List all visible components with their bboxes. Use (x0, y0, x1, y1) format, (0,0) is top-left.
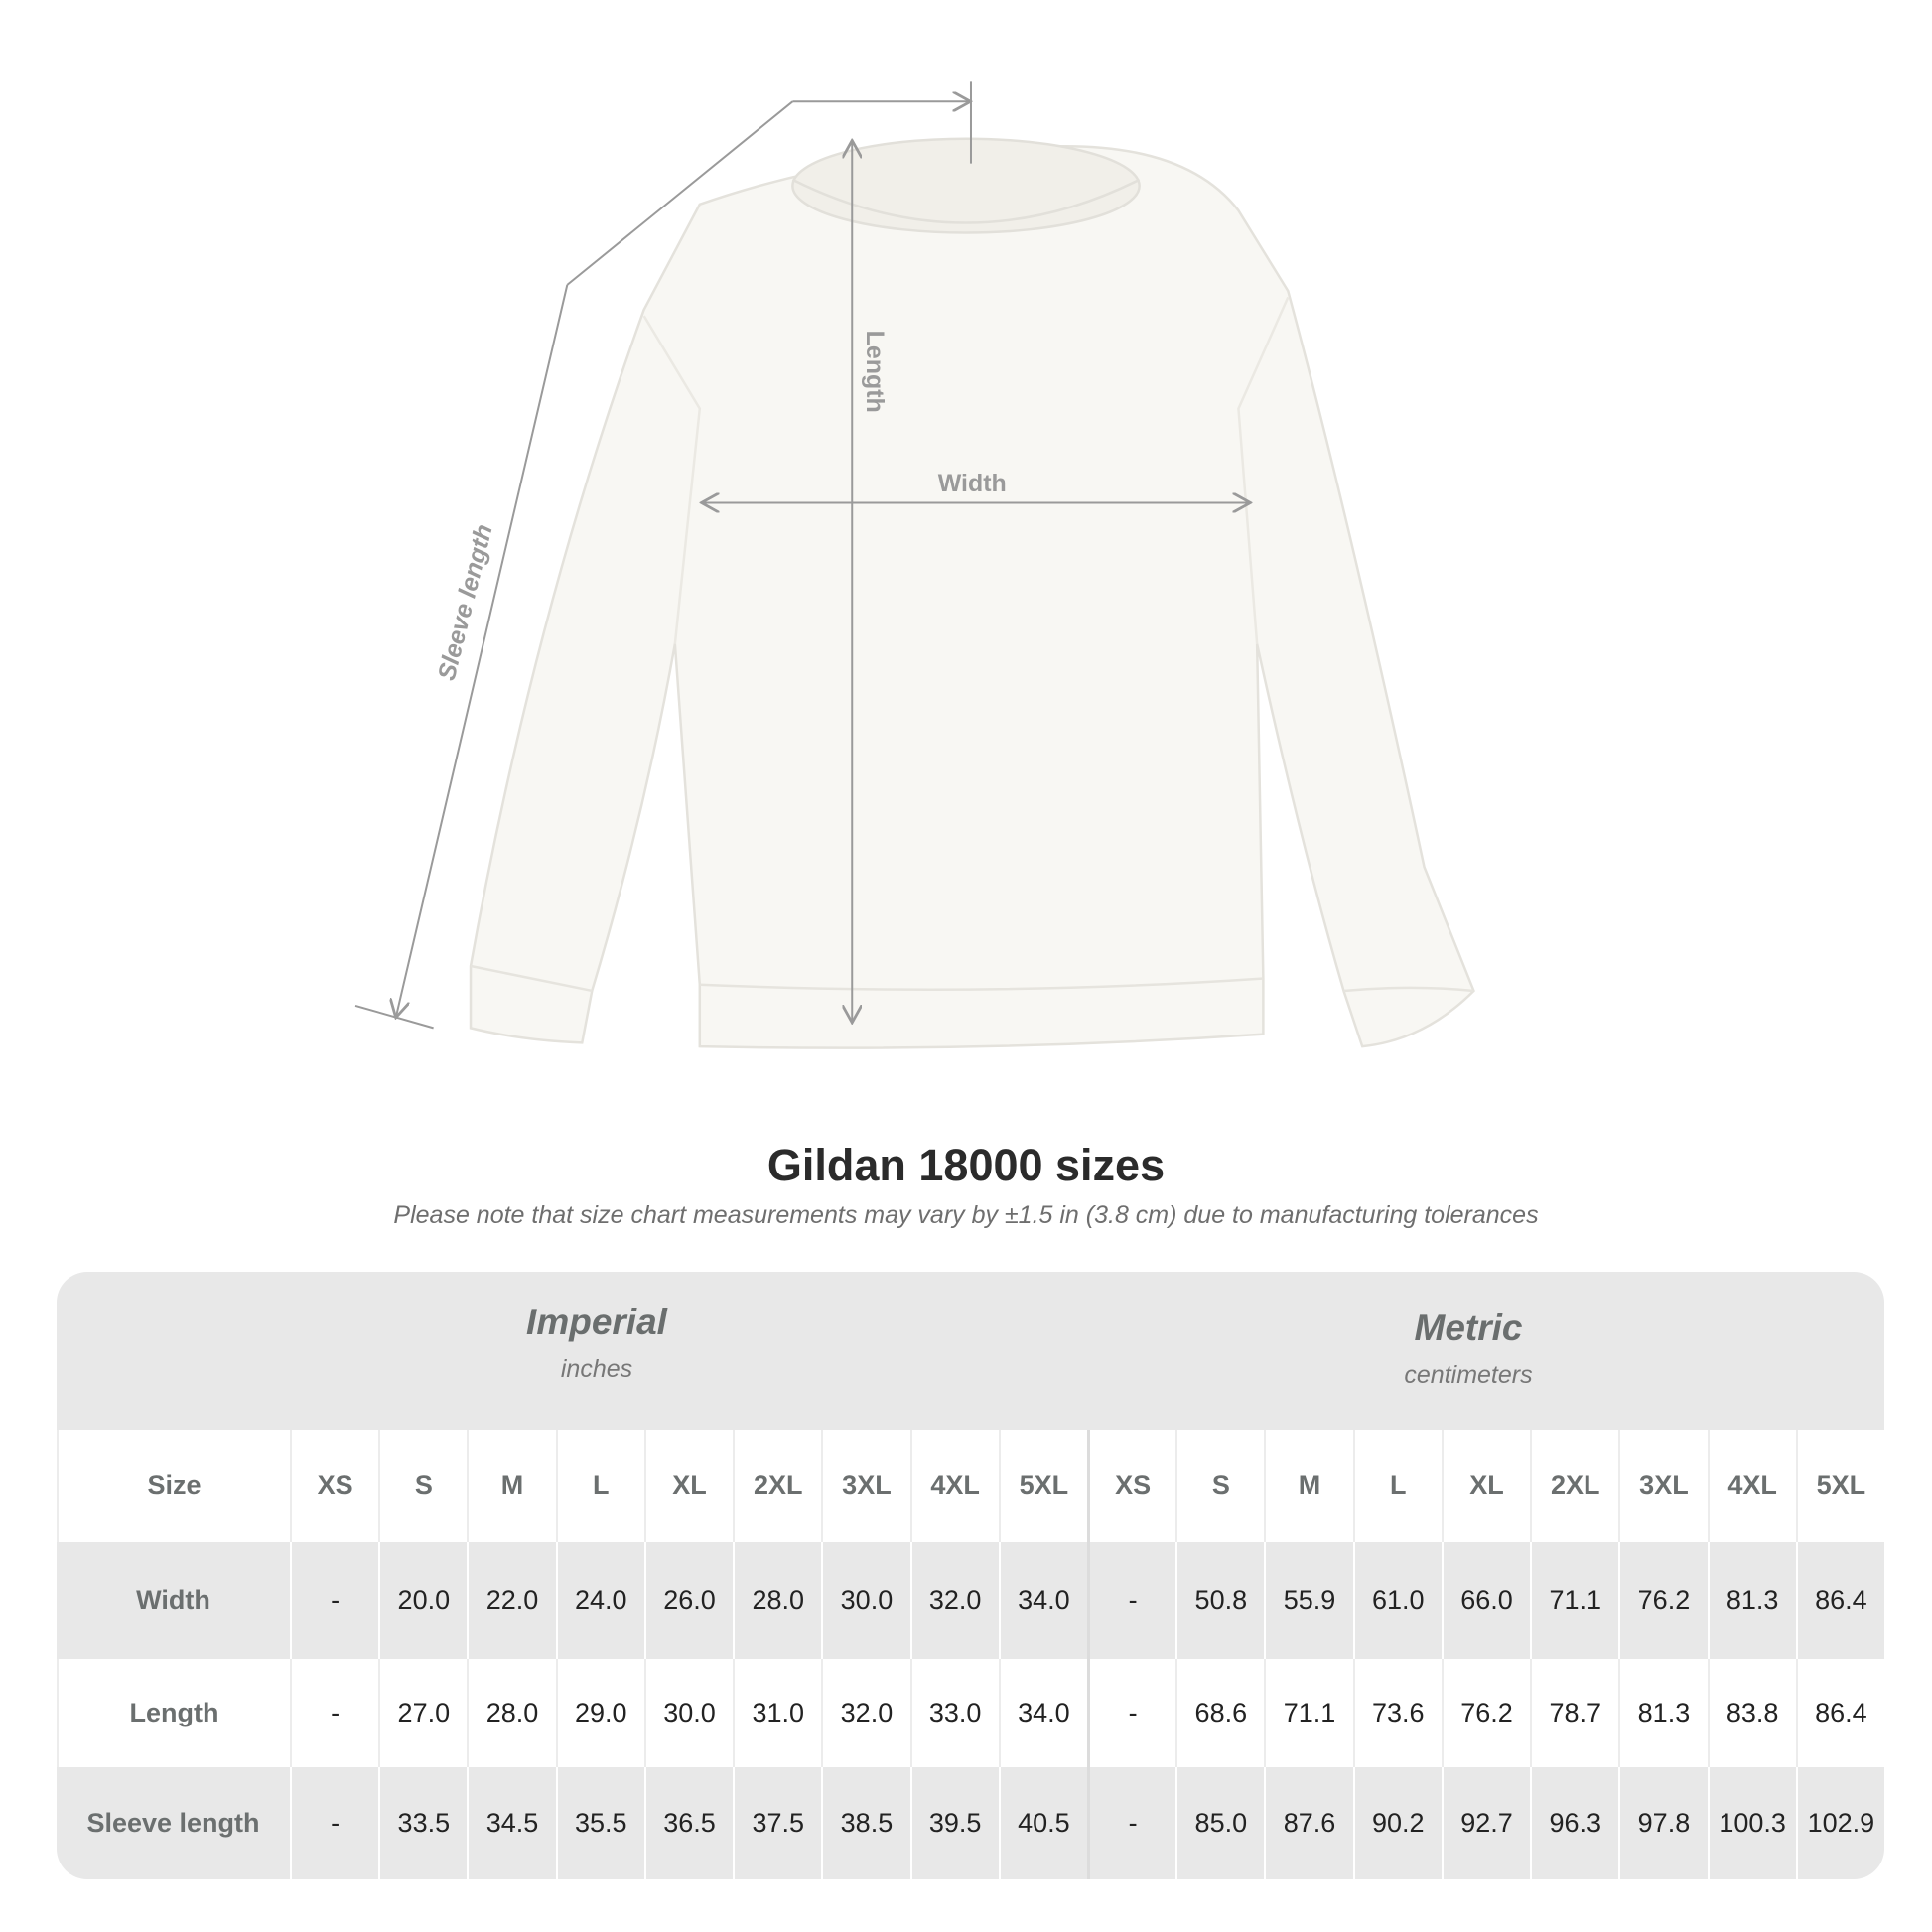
imperial-value: 37.5 (733, 1767, 821, 1879)
imperial-value: 30.0 (643, 1659, 733, 1767)
metric-value: 66.0 (1441, 1542, 1530, 1659)
metric-value: - (1086, 1542, 1175, 1659)
imperial-value: 28.0 (733, 1542, 821, 1659)
size-header: XL (643, 1430, 733, 1542)
size-header: XL (1441, 1430, 1530, 1542)
metric-value: - (1086, 1767, 1175, 1879)
metric-value: 86.4 (1795, 1659, 1884, 1767)
imperial-value: 40.5 (998, 1767, 1087, 1879)
metric-value: 68.6 (1175, 1659, 1264, 1767)
metric-value: 76.2 (1441, 1659, 1530, 1767)
metric-value: 50.8 (1175, 1542, 1264, 1659)
size-header: 3XL (821, 1430, 909, 1542)
imperial-title: Imperial (526, 1302, 667, 1342)
width-label: Width (938, 470, 1007, 497)
sleeve-arrow (396, 284, 569, 1016)
table-row: Width -20.0 22.0 24.0 26.0 28.0 30.0 32.0 34.0-5… (57, 1542, 1884, 1659)
size-header: S (378, 1430, 467, 1542)
imperial-value: 22.0 (467, 1542, 555, 1659)
imperial-value: 34.0 (998, 1659, 1087, 1767)
size-header: L (1352, 1430, 1442, 1542)
imperial-value: 32.0 (821, 1659, 909, 1767)
row-label: Width (136, 1585, 210, 1615)
metric-title: Metric (1414, 1308, 1523, 1348)
size-header: XS (1086, 1430, 1175, 1542)
metric-value: 55.9 (1264, 1542, 1352, 1659)
imperial-value: - (290, 1767, 378, 1879)
imperial-value: 27.0 (378, 1659, 467, 1767)
metric-value: 100.3 (1707, 1767, 1796, 1879)
imperial-value: 39.5 (909, 1767, 999, 1879)
imperial-value: 36.5 (643, 1767, 733, 1879)
chart-title: Gildan 18000 sizes (766, 1140, 1166, 1190)
size-row: Size XS S M L XL 2XL 3XL 4XL 5XL XS S M L XL 2XL 3XL 4XL 5… (57, 1430, 1884, 1542)
measurement-arrows (354, 81, 1248, 1030)
metric-value: 92.7 (1441, 1767, 1530, 1879)
imperial-value: - (290, 1542, 378, 1659)
imperial-value: 30.0 (821, 1542, 909, 1659)
metric-value: - (1086, 1659, 1175, 1767)
metric-header: Metric centimeters (1171, 1308, 1766, 1390)
metric-value: 87.6 (1264, 1767, 1352, 1879)
imperial-value: 33.5 (378, 1767, 467, 1879)
metric-value: 71.1 (1530, 1542, 1618, 1659)
imperial-value: 38.5 (821, 1767, 909, 1879)
size-header: M (467, 1430, 555, 1542)
size-header: XS (290, 1430, 378, 1542)
metric-value: 71.1 (1264, 1659, 1352, 1767)
metric-value: 61.0 (1352, 1542, 1442, 1659)
metric-value: 85.0 (1175, 1767, 1264, 1879)
metric-value: 97.8 (1618, 1767, 1707, 1879)
table-header: Imperial inches Metric centimeters (57, 1272, 1884, 1430)
imperial-value: 29.0 (555, 1659, 644, 1767)
size-header: 4XL (909, 1430, 999, 1542)
size-table: Imperial inches Metric centimeters Size X… (57, 1272, 1884, 1879)
metric-value: 90.2 (1352, 1767, 1442, 1879)
metric-value: 83.8 (1707, 1659, 1796, 1767)
sleeve-length-label: Sleeve length (433, 521, 498, 683)
size-header: 2XL (733, 1430, 821, 1542)
table-row: Length -27.0 28.0 29.0 30.0 31.0 32.0 33.0 34.0-… (57, 1659, 1884, 1767)
size-header: L (555, 1430, 644, 1542)
length-label: Length (861, 331, 889, 413)
metric-value: 78.7 (1530, 1659, 1618, 1767)
row-label: Sleeve length (86, 1808, 260, 1838)
size-header: 3XL (1618, 1430, 1707, 1542)
size-header: 5XL (1795, 1430, 1884, 1542)
metric-value: 96.3 (1530, 1767, 1618, 1879)
metric-value: 86.4 (1795, 1542, 1884, 1659)
tolerance-note: Please note that size chart measurements… (393, 1201, 1539, 1229)
size-header: M (1264, 1430, 1352, 1542)
imperial-value: 20.0 (378, 1542, 467, 1659)
size-header: 4XL (1707, 1430, 1796, 1542)
imperial-unit: inches (560, 1355, 633, 1383)
metric-value: 102.9 (1795, 1767, 1884, 1879)
sweatshirt-image (469, 137, 1475, 1049)
imperial-value: - (290, 1659, 378, 1767)
imperial-value: 26.0 (643, 1542, 733, 1659)
metric-value: 76.2 (1618, 1542, 1707, 1659)
imperial-value: 33.0 (909, 1659, 999, 1767)
imperial-value: 32.0 (909, 1542, 999, 1659)
metric-unit: centimeters (1404, 1361, 1533, 1389)
imperial-value: 34.5 (467, 1767, 555, 1879)
imperial-value: 34.0 (998, 1542, 1087, 1659)
imperial-value: 35.5 (555, 1767, 644, 1879)
imperial-value: 24.0 (555, 1542, 644, 1659)
imperial-value: 31.0 (733, 1659, 821, 1767)
metric-value: 73.6 (1352, 1659, 1442, 1767)
imperial-header: Imperial inches (299, 1302, 895, 1384)
size-header: 5XL (998, 1430, 1087, 1542)
row-label: Length (57, 1659, 290, 1767)
size-header: S (1175, 1430, 1264, 1542)
size-label: Size (57, 1430, 290, 1542)
size-header: 2XL (1530, 1430, 1618, 1542)
table-row: Sleeve length -33.5 34.5 35.5 36.5 37.5 38.5 39… (57, 1767, 1884, 1879)
metric-value: 81.3 (1707, 1542, 1796, 1659)
imperial-value: 28.0 (467, 1659, 555, 1767)
metric-value: 81.3 (1618, 1659, 1707, 1767)
